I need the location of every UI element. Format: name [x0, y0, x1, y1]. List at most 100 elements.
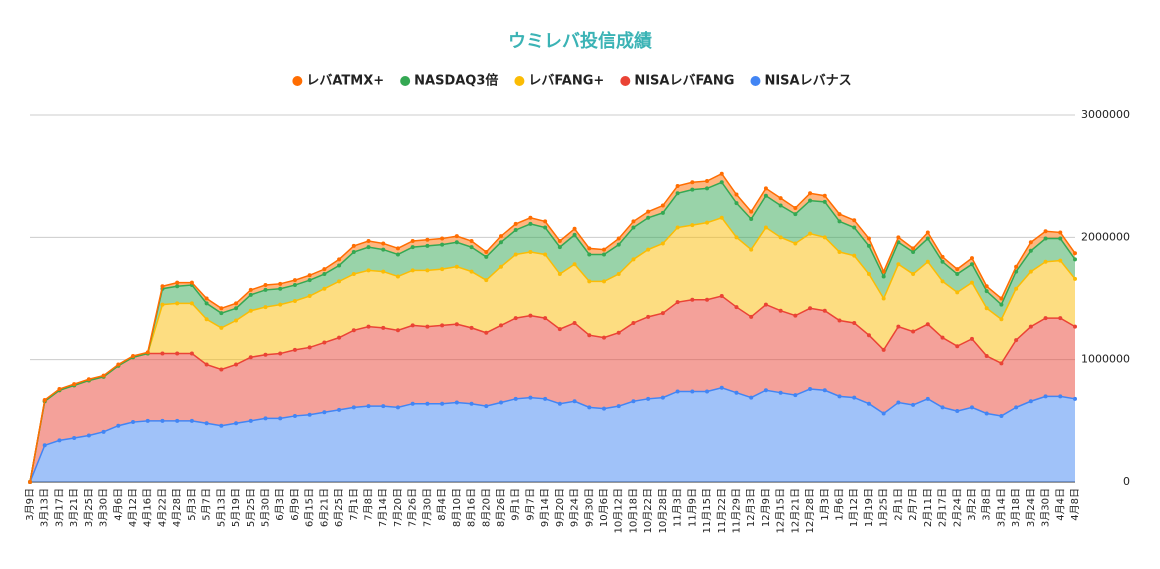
data-point: [866, 333, 871, 338]
data-point: [381, 404, 386, 409]
x-tick-label: 10月6日: [598, 488, 610, 527]
data-point: [969, 256, 974, 261]
data-point: [631, 257, 636, 262]
data-point: [866, 243, 871, 248]
area-fill: [30, 217, 1075, 482]
data-point: [234, 362, 239, 367]
data-point: [263, 287, 268, 292]
x-tick-label: 6月25日: [333, 488, 345, 527]
x-tick-label: 9月30日: [583, 488, 595, 527]
x-tick-label: 4月16日: [142, 488, 154, 527]
data-point: [822, 235, 827, 240]
data-point: [410, 323, 415, 328]
data-point: [1058, 394, 1063, 399]
x-tick-label: 2月11日: [922, 488, 934, 527]
data-point: [587, 405, 592, 410]
data-point: [1043, 259, 1048, 264]
data-point: [793, 241, 798, 246]
x-tick-label: 2月7日: [907, 488, 919, 521]
x-tick-label: 3月24日: [1025, 488, 1037, 527]
data-point: [837, 219, 842, 224]
data-point: [72, 435, 77, 440]
x-tick-label: 2月1日: [892, 488, 904, 521]
data-point: [189, 280, 194, 285]
data-point: [292, 298, 297, 303]
data-point: [925, 236, 930, 241]
x-tick-label: 2月17日: [937, 488, 949, 527]
data-point: [808, 198, 813, 203]
data-point: [557, 272, 562, 277]
data-point: [749, 216, 754, 221]
x-tick-label: 9月14日: [539, 488, 551, 527]
data-point: [366, 404, 371, 409]
data-point: [513, 221, 518, 226]
data-point: [425, 237, 430, 242]
data-point: [498, 264, 503, 269]
data-point: [557, 245, 562, 250]
data-point: [881, 274, 886, 279]
data-point: [822, 199, 827, 204]
data-point: [1073, 257, 1077, 262]
x-tick-label: 5月30日: [259, 488, 271, 527]
x-tick-label: 10月18日: [627, 488, 639, 533]
data-point: [351, 250, 356, 255]
data-point: [1058, 236, 1063, 241]
data-point: [484, 278, 489, 283]
data-point: [852, 395, 857, 400]
x-tick-label: 8月10日: [451, 488, 463, 527]
x-tick-label: 10月12日: [613, 488, 625, 533]
data-point: [292, 278, 297, 283]
data-point: [366, 239, 371, 244]
data-point: [219, 311, 224, 316]
data-point: [734, 201, 739, 206]
data-point: [292, 413, 297, 418]
x-tick-label: 9月1日: [510, 488, 522, 521]
data-point: [881, 296, 886, 301]
data-point: [366, 268, 371, 273]
x-tick-label: 1月3日: [819, 488, 831, 521]
data-point: [543, 225, 548, 230]
data-point: [425, 324, 430, 329]
data-point: [1028, 324, 1033, 329]
data-point: [278, 416, 283, 421]
y-tick-label: 2000000: [1081, 230, 1130, 243]
data-point: [911, 402, 916, 407]
data-point: [440, 236, 445, 241]
data-point: [454, 240, 459, 245]
data-point: [719, 294, 724, 299]
data-point: [366, 324, 371, 329]
data-point: [616, 236, 621, 241]
data-point: [763, 388, 768, 393]
data-point: [911, 246, 916, 251]
legend: レバATMX+ NASDAQ3倍 レバFANG+ NISAレバFANG NISAレバナス: [292, 73, 852, 89]
data-point: [866, 272, 871, 277]
data-point: [263, 416, 268, 421]
data-point: [631, 219, 636, 224]
data-point: [572, 320, 577, 325]
data-point: [660, 311, 665, 316]
data-point: [543, 252, 548, 257]
data-point: [234, 301, 239, 306]
x-tick-label: 1月6日: [834, 488, 846, 521]
data-point: [513, 396, 518, 401]
data-point: [587, 333, 592, 338]
data-point: [513, 227, 518, 232]
legend-label: NISAレバFANG: [634, 74, 734, 89]
data-point: [955, 409, 960, 414]
data-point: [572, 399, 577, 404]
data-point: [160, 418, 165, 423]
data-point: [866, 236, 871, 241]
data-point: [675, 191, 680, 196]
data-point: [1014, 405, 1019, 410]
data-point: [175, 301, 180, 306]
data-point: [778, 203, 783, 208]
data-point: [1028, 240, 1033, 245]
x-tick-label: 7月20日: [392, 488, 404, 527]
data-point: [719, 215, 724, 220]
data-point: [822, 388, 827, 393]
legend-item: NASDAQ3倍: [400, 73, 498, 89]
data-point: [292, 347, 297, 352]
data-point: [778, 308, 783, 313]
data-point: [189, 301, 194, 306]
data-point: [337, 257, 342, 262]
